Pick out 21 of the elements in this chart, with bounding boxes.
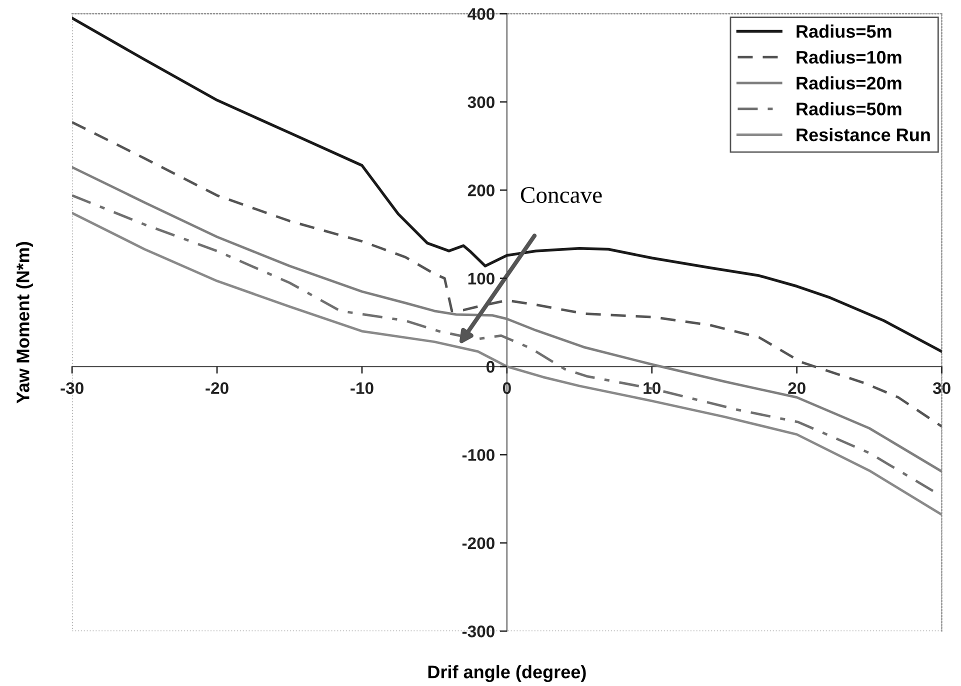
x-tick-label: 30 (932, 382, 950, 394)
legend-label: Radius=20m (796, 76, 902, 90)
legend-label: Radius=5m (796, 24, 892, 38)
legend-label: Radius=50m (796, 102, 902, 116)
x-tick-label: -30 (60, 382, 84, 394)
x-axis-title: Drif angle (degree) (428, 665, 586, 682)
legend-label: Resistance Run (796, 128, 930, 142)
y-axis-title: Yaw Moment (N*m) (16, 242, 33, 404)
y-tick-label: 200 (468, 184, 494, 196)
y-tick-label: -200 (462, 537, 494, 550)
y-tick-label: -300 (462, 626, 494, 638)
x-tick-label: -10 (350, 382, 374, 394)
y-tick-label: -100 (462, 449, 494, 461)
x-tick-label: -20 (206, 382, 228, 394)
x-tick-label: 20 (788, 382, 806, 394)
legend-label: Radius=10m (796, 50, 902, 64)
y-tick-label: 300 (468, 96, 494, 108)
annotation: Concave (520, 187, 602, 203)
x-tick-label: 10 (644, 382, 660, 394)
y-tick-label: 400 (468, 8, 494, 20)
y-tick-label: 100 (468, 272, 494, 285)
